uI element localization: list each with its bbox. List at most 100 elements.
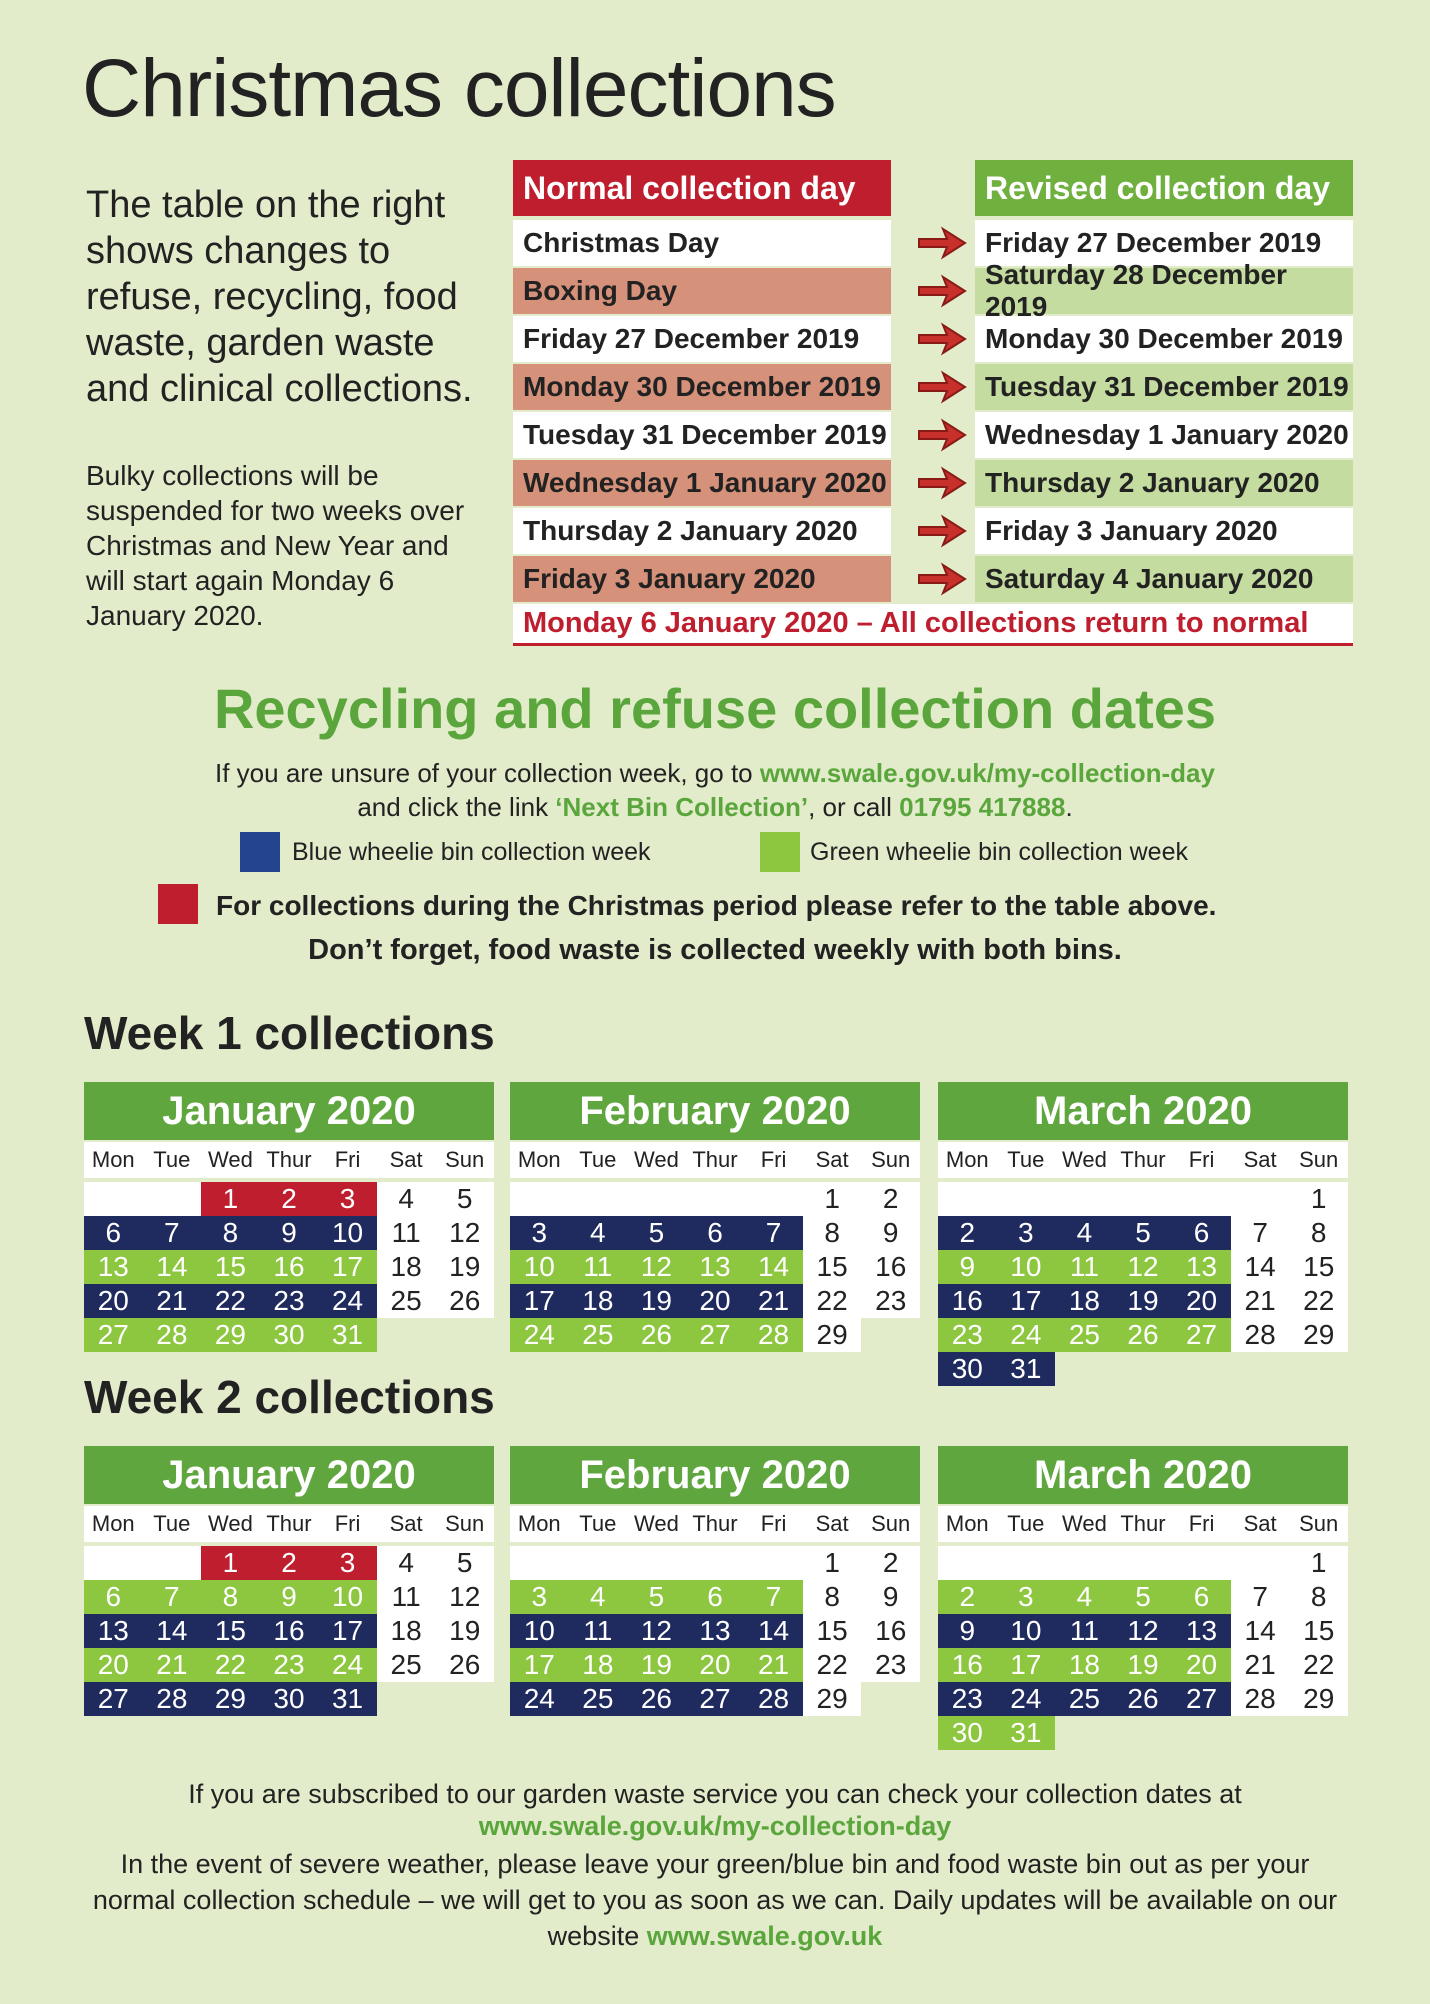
normal-day: Friday 27 December 2019 — [513, 316, 891, 362]
day: 12 — [435, 1580, 494, 1614]
day: 6 — [84, 1216, 143, 1250]
day: 14 — [1230, 1250, 1290, 1284]
day: 24 — [318, 1284, 377, 1318]
title: Christmas collections — [82, 43, 837, 134]
day: 17 — [996, 1648, 1056, 1682]
empty-cell — [1172, 1352, 1231, 1386]
day: 22 — [802, 1648, 862, 1682]
text: If you are unsure of your collection wee… — [215, 758, 760, 788]
day: 23 — [259, 1648, 319, 1682]
empty-cell — [377, 1318, 436, 1352]
arrow-icon — [918, 562, 967, 596]
empty-cell — [861, 1682, 920, 1716]
empty-cell — [84, 1182, 143, 1216]
day: 10 — [510, 1614, 569, 1648]
weekday: Tue — [996, 1142, 1056, 1178]
revised-day: Saturday 4 January 2020 — [975, 556, 1353, 602]
day: 4 — [1055, 1580, 1114, 1614]
day: 24 — [318, 1648, 377, 1682]
day: 13 — [84, 1614, 143, 1648]
arrow-icon — [918, 466, 967, 500]
empty-cell — [1055, 1716, 1114, 1750]
day: 22 — [1289, 1284, 1348, 1318]
empty-cell — [1114, 1716, 1173, 1750]
day: 6 — [685, 1580, 745, 1614]
day: 22 — [201, 1284, 260, 1318]
normal-day: Thursday 2 January 2020 — [513, 508, 891, 554]
day: 31 — [996, 1716, 1056, 1750]
day: 10 — [996, 1614, 1056, 1648]
day: 7 — [744, 1216, 803, 1250]
text: . — [1065, 792, 1073, 822]
weekday: Mon — [84, 1142, 143, 1178]
link[interactable]: www.swale.gov.uk/my-collection-day — [759, 758, 1215, 788]
day: 7 — [142, 1216, 202, 1250]
day: 9 — [938, 1250, 997, 1284]
day: 13 — [685, 1250, 745, 1284]
empty-cell — [435, 1318, 494, 1352]
legend-label: Green wheelie bin collection week — [810, 838, 1188, 866]
revised-day: Wednesday 1 January 2020 — [975, 412, 1353, 458]
day: 25 — [376, 1648, 436, 1682]
day: 17 — [510, 1284, 569, 1318]
weekday: Thur — [1113, 1142, 1173, 1178]
empty-cell — [1055, 1352, 1114, 1386]
weekday: Sun — [1289, 1506, 1348, 1542]
weekday: Sat — [802, 1142, 862, 1178]
day: 31 — [996, 1352, 1056, 1386]
day: 12 — [627, 1250, 686, 1284]
normal-day: Tuesday 31 December 2019 — [513, 412, 891, 458]
day: 28 — [744, 1318, 803, 1352]
weekday: Sat — [1230, 1506, 1290, 1542]
weekday: Thur — [685, 1506, 745, 1542]
week-title: Week 1 collections — [84, 1007, 495, 1059]
weekday: Mon — [510, 1142, 569, 1178]
normal-day: Wednesday 1 January 2020 — [513, 460, 891, 506]
weekday: Wed — [201, 1142, 260, 1178]
day: 30 — [259, 1318, 319, 1352]
day: 19 — [435, 1250, 494, 1284]
day: 2 — [861, 1182, 920, 1216]
day: 28 — [1230, 1318, 1290, 1352]
day: 27 — [84, 1682, 143, 1716]
day: 18 — [1055, 1648, 1114, 1682]
day: 25 — [1055, 1318, 1114, 1352]
day: 7 — [1230, 1580, 1290, 1614]
weekday: Wed — [1055, 1142, 1114, 1178]
day: 9 — [861, 1216, 920, 1250]
link[interactable]: www.swale.gov.uk — [646, 1921, 883, 1951]
day: 6 — [685, 1216, 745, 1250]
legend-label: For collections during the Christmas per… — [216, 890, 1217, 921]
day: 8 — [802, 1216, 862, 1250]
day: 11 — [1055, 1614, 1114, 1648]
day: 31 — [318, 1318, 377, 1352]
day: 4 — [376, 1182, 436, 1216]
weekday: Thur — [259, 1506, 319, 1542]
revised-day: Friday 3 January 2020 — [975, 508, 1353, 554]
day: 28 — [744, 1682, 803, 1716]
day: 24 — [510, 1318, 569, 1352]
arrow — [915, 416, 969, 454]
footer-link[interactable]: www.swale.gov.uk/my-collection-day — [478, 1811, 952, 1841]
arrow — [915, 368, 969, 406]
weekday: Sat — [376, 1506, 436, 1542]
day: 9 — [259, 1580, 319, 1614]
day: 14 — [744, 1250, 803, 1284]
arrow — [915, 224, 969, 262]
month-title: January 2020 — [84, 1446, 494, 1504]
day: 8 — [802, 1580, 862, 1614]
day: 25 — [376, 1284, 436, 1318]
day: 10 — [318, 1216, 377, 1250]
arrow-icon — [918, 514, 967, 548]
weekday: Fri — [744, 1142, 803, 1178]
day: 8 — [201, 1580, 260, 1614]
day: 3 — [318, 1546, 377, 1580]
empty-cell — [1172, 1716, 1231, 1750]
empty-cell — [1055, 1546, 1114, 1580]
month-title: February 2020 — [510, 1082, 920, 1140]
week-title: Week 2 collections — [84, 1371, 495, 1423]
food-note: Don’t forget, food waste is collected we… — [308, 934, 1122, 966]
weekday: Mon — [938, 1142, 997, 1178]
day: 23 — [861, 1284, 920, 1318]
month-title: January 2020 — [84, 1082, 494, 1140]
